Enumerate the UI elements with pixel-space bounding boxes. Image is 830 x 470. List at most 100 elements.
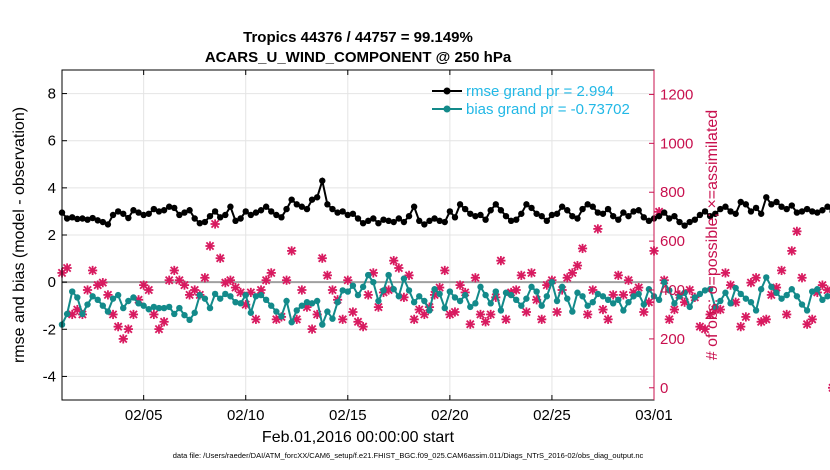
bias-point xyxy=(706,286,714,293)
bias-point xyxy=(461,291,469,299)
rmse-point xyxy=(712,210,719,217)
bias-point xyxy=(380,287,387,294)
obs-count-marker xyxy=(521,307,532,317)
bias-point xyxy=(426,307,433,314)
rmse-point xyxy=(747,208,755,215)
obs-count-marker xyxy=(787,246,797,256)
bias-point xyxy=(308,300,316,307)
obs-count-marker xyxy=(394,263,404,273)
rmse-point xyxy=(79,215,86,222)
rmse-point xyxy=(171,204,178,212)
rmse-point xyxy=(114,208,122,215)
rmse-point xyxy=(395,215,403,222)
rmse-point xyxy=(538,212,545,220)
rmse-point xyxy=(752,204,760,212)
x-axis-label: Feb.01,2016 00:00:00 start xyxy=(262,429,455,446)
rmse-point xyxy=(564,207,571,214)
bias-point xyxy=(609,300,617,307)
rmse-point xyxy=(145,210,152,217)
bias-point xyxy=(497,307,505,314)
rmse-point xyxy=(89,214,96,222)
rmse-point xyxy=(339,208,346,215)
rmse-point xyxy=(268,208,275,215)
rmse-point xyxy=(722,203,729,210)
obs-count-marker xyxy=(205,241,215,251)
rmse-point xyxy=(436,217,443,225)
bias-point xyxy=(691,294,699,301)
obs-count-marker xyxy=(700,324,710,334)
bias-point xyxy=(523,295,530,302)
legend-rmse-label: rmse grand pr = 2.994 xyxy=(466,83,614,100)
obs-count-marker xyxy=(822,285,830,295)
rmse-point xyxy=(120,210,127,217)
obs-count-marker xyxy=(751,273,761,283)
y-tick-label-right: 800 xyxy=(660,184,685,201)
obs-count-marker xyxy=(113,322,123,332)
bias-point xyxy=(211,290,219,298)
bias-point xyxy=(747,298,755,306)
obs-count-marker xyxy=(297,285,307,295)
bias-point xyxy=(793,293,801,300)
obs-count-marker xyxy=(210,219,220,229)
rmse-point xyxy=(257,207,265,214)
x-tick-label: 02/20 xyxy=(431,407,469,424)
bias-point xyxy=(666,287,673,294)
bias-point xyxy=(329,315,336,322)
rmse-point xyxy=(140,211,147,219)
rmse-point xyxy=(69,214,76,221)
bias-point xyxy=(507,291,515,299)
bias-point xyxy=(655,296,663,304)
bias-point xyxy=(293,307,300,314)
rmse-point xyxy=(502,212,510,220)
y-tick-label-right: 0 xyxy=(660,380,668,397)
bias-point xyxy=(262,296,270,304)
rmse-point xyxy=(365,217,372,225)
rmse-point xyxy=(232,217,239,225)
bias-point xyxy=(298,302,306,309)
rmse-point xyxy=(824,203,830,210)
y-axis-label-left: rmse and bias (model - observation) xyxy=(11,107,28,363)
bias-point xyxy=(191,309,198,316)
bias-point xyxy=(640,301,647,308)
rmse-point xyxy=(237,215,244,222)
rmse-point xyxy=(696,211,704,219)
bias-point xyxy=(717,297,724,305)
legend-rmse-marker xyxy=(443,87,451,95)
footnote: data file: /Users/raeder/DAI/ATM_forcXX/… xyxy=(173,451,644,460)
obs-count-marker xyxy=(159,317,169,327)
bias-point xyxy=(727,300,734,307)
obs-count-marker xyxy=(797,273,807,283)
bias-point xyxy=(757,286,765,293)
bias-point xyxy=(257,291,265,299)
obs-count-marker xyxy=(327,285,338,295)
rmse-point xyxy=(548,211,556,219)
rmse-point xyxy=(497,207,505,214)
bias-point xyxy=(456,297,464,305)
bias-point xyxy=(359,283,367,291)
rmse-point xyxy=(742,201,750,208)
rmse-point xyxy=(594,209,602,216)
obs-count-marker xyxy=(343,275,353,285)
obs-count-marker xyxy=(593,224,603,234)
rmse-point xyxy=(410,203,418,210)
bias-point xyxy=(538,302,545,309)
obs-count-marker xyxy=(776,265,787,276)
bias-point xyxy=(222,290,229,298)
bias-point xyxy=(635,290,642,298)
bias-point xyxy=(354,291,362,299)
rmse-point xyxy=(553,210,561,217)
axes: 02/05 02/10 02/15 02/20 02/25 03/01-4-2024680… xyxy=(43,70,693,424)
rmse-point xyxy=(130,207,137,214)
rmse-point xyxy=(783,205,790,213)
bias-point xyxy=(165,303,173,311)
rmse-point xyxy=(727,208,734,215)
obs-count-marker xyxy=(470,273,480,283)
bias-point xyxy=(661,278,668,286)
bias-point xyxy=(206,304,214,312)
bias-point xyxy=(436,290,443,298)
rmse-point xyxy=(671,212,678,220)
obs-count-marker xyxy=(123,324,133,334)
rmse-point xyxy=(94,217,101,224)
rmse-point xyxy=(319,177,326,184)
rmse-point xyxy=(63,215,71,222)
